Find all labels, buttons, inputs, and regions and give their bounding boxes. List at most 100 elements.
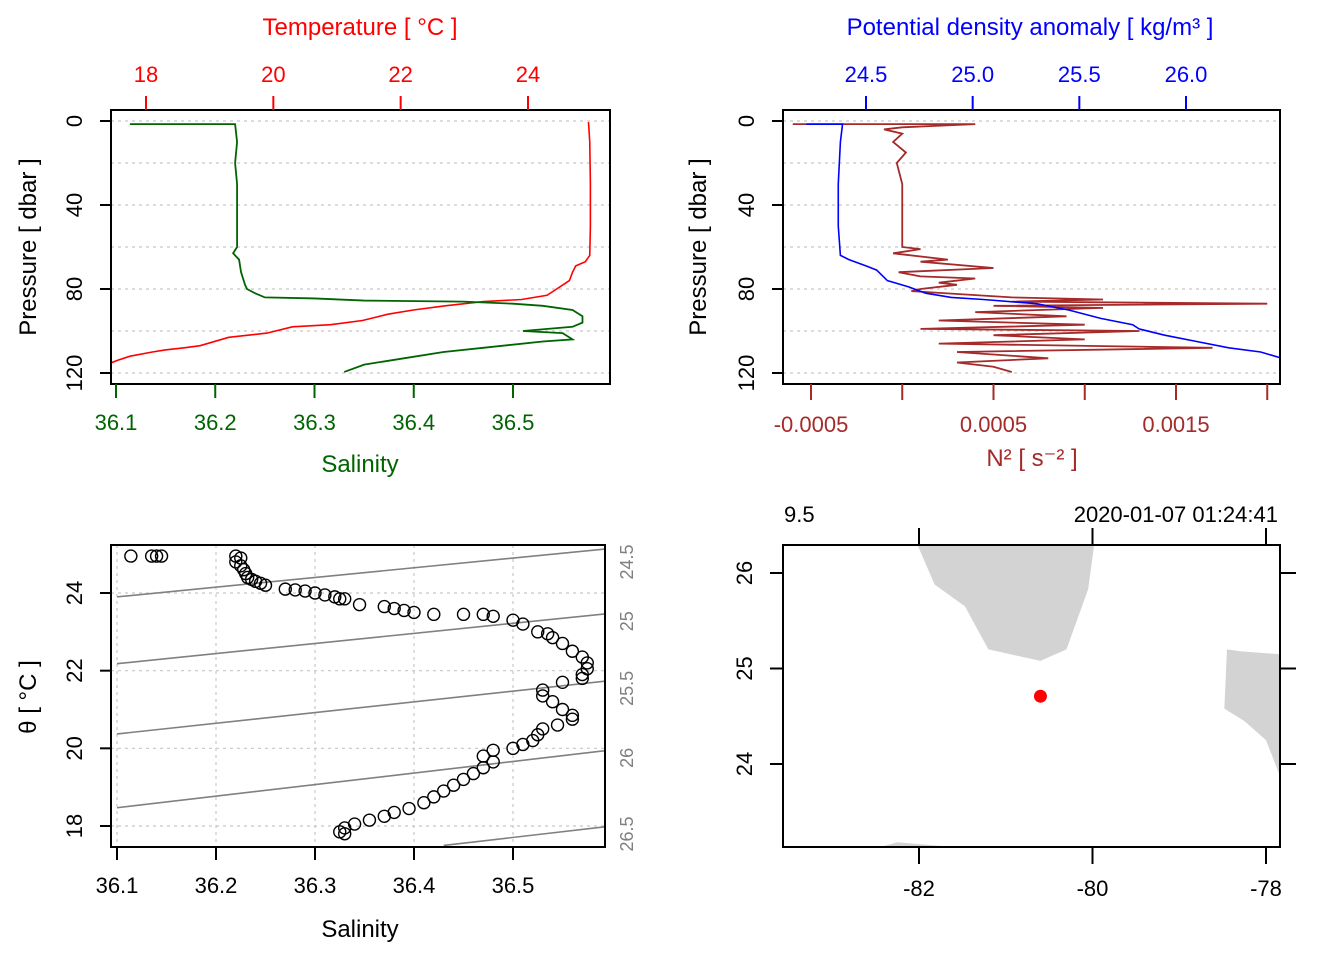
temperature-tick-label: 18: [134, 62, 158, 87]
pressure-tick-label: 120: [62, 355, 87, 392]
ts-point: [506, 741, 520, 756]
ts-point: [456, 607, 471, 622]
density-tick-label: 26.0: [1165, 62, 1208, 87]
ts-profile-frame: [110, 109, 611, 385]
isopycnal-label: 25: [617, 611, 637, 631]
temperature-tick-label: 24: [516, 62, 540, 87]
pressure-tick-label: 0: [734, 115, 759, 127]
ts-diagram-axes: 36.1 36.2 36.3 36.4 36.5 18 20 22 24 24.5 25 25.5 26…: [62, 544, 637, 898]
ts-point: [575, 671, 589, 686]
ts-diagram-panel: 36.1 36.2 36.3 36.4 36.5 18 20 22 24 24.5 25 25.5 26…: [15, 544, 637, 943]
n2-tick-label: -0.0005: [774, 412, 849, 437]
ts-salinity-label: Salinity: [321, 916, 398, 943]
temperature-tick-label: 22: [388, 62, 412, 87]
theta-tick-label: 24: [62, 581, 87, 605]
pressure-tick-label: 80: [734, 277, 759, 301]
temperature-tick-label: 20: [261, 62, 285, 87]
theta-tick-label: 20: [62, 736, 87, 760]
ts-point: [318, 588, 332, 602]
ts-point: [427, 607, 441, 622]
ts-point: [456, 772, 471, 787]
ts-point: [338, 827, 352, 841]
isopycnal-line: [116, 548, 605, 598]
pressure-tick-label: 40: [62, 193, 87, 217]
salinity-axis-label: Salinity: [321, 451, 398, 478]
n2-profile-line: [792, 123, 1268, 373]
ts-point: [516, 617, 530, 631]
ts-point: [362, 813, 377, 827]
land-polygons: [880, 545, 1280, 847]
density-n2-series: [792, 123, 1280, 373]
ts-point: [387, 601, 401, 616]
ts-point: [377, 809, 391, 823]
ts-point: [476, 761, 490, 775]
salinity-tick-label: 36.4: [393, 873, 436, 898]
ts-diagram-points: [124, 549, 594, 841]
pressure-axis-label: Pressure [ dbar ]: [15, 158, 42, 335]
ts-point: [144, 549, 159, 563]
isopycnal-label: 24.5: [617, 544, 637, 579]
salinity-tick-label: 36.3: [294, 873, 337, 898]
ts-point: [536, 689, 550, 703]
latitude-tick-label: 25: [732, 656, 757, 680]
temperature-profile-line: [111, 121, 592, 364]
ts-point: [550, 718, 565, 732]
ts-profile-axes: 0 40 80 120 36.1 36.2 36.3 36.4 36.5 18 20 22 24: [62, 62, 540, 435]
ts-profile-series: [111, 121, 592, 373]
salinity-tick-label: 36.2: [194, 410, 237, 435]
ts-point: [397, 603, 411, 618]
salinity-tick-label: 36.1: [95, 410, 138, 435]
ts-point: [565, 644, 580, 658]
ts-point: [333, 592, 347, 606]
ts-point: [437, 784, 451, 798]
density-axis-label: Potential density anomaly [ kg/m³ ]: [847, 14, 1214, 41]
ts-point: [545, 630, 560, 645]
longitude-tick-label: -82: [903, 876, 935, 901]
salinity-tick-label: 36.3: [293, 410, 336, 435]
ts-point: [234, 559, 248, 573]
density-n2-panel: 0 40 80 120 24.5 25.0 25.5 26.0 -0.0005 0.0005 0.0…: [685, 14, 1281, 472]
ts-point: [278, 582, 292, 596]
ts-point: [555, 636, 570, 651]
isopycnal-line: [116, 613, 605, 665]
ts-point: [555, 702, 570, 717]
ts-point: [407, 605, 421, 620]
isopycnal-line: [443, 826, 605, 847]
map-top-left-label: 9.5: [784, 502, 815, 527]
isopycnal-label: 26: [617, 748, 637, 768]
ts-point: [531, 625, 545, 639]
station-marker-group: [1033, 689, 1047, 703]
salinity-tick-label: 36.5: [492, 873, 535, 898]
pressure-tick-label: 40: [734, 193, 759, 217]
map-axes: -82 -80 -78 24 25 26: [732, 528, 1296, 901]
ts-point: [466, 766, 481, 781]
salinity-profile-line: [129, 123, 584, 373]
ts-point: [565, 712, 580, 726]
isopycnal-line: [116, 680, 605, 735]
ts-point: [476, 607, 490, 622]
ts-profile-grid: [111, 120, 610, 374]
ts-diagram-frame: [110, 544, 606, 848]
ts-point: [154, 549, 169, 563]
density-tick-label: 25.0: [951, 62, 994, 87]
ts-point: [427, 790, 441, 804]
ts-point: [417, 796, 431, 810]
pressure-tick-label: 120: [734, 355, 759, 392]
ts-diagram-grid: [111, 545, 605, 847]
theta-tick-label: 18: [62, 814, 87, 838]
theta-tick-label: 22: [62, 658, 87, 682]
isopycnal-line: [116, 749, 605, 809]
ts-point: [446, 778, 461, 792]
longitude-tick-label: -78: [1250, 876, 1282, 901]
density-n2-grid: [783, 120, 1280, 374]
pressure-axis-label-2: Pressure [ dbar ]: [685, 158, 712, 335]
salinity-tick-label: 36.2: [195, 873, 238, 898]
salinity-tick-label: 36.1: [96, 873, 139, 898]
ts-point: [402, 801, 416, 816]
n2-tick-label: 0.0005: [960, 412, 1027, 437]
station-map-panel: -82 -80 -78 24 25 26 9.5 2020-01-07 01:24:41: [732, 502, 1296, 901]
density-n2-frame: [782, 109, 1281, 385]
ts-point: [352, 597, 367, 612]
ts-point: [565, 708, 580, 723]
